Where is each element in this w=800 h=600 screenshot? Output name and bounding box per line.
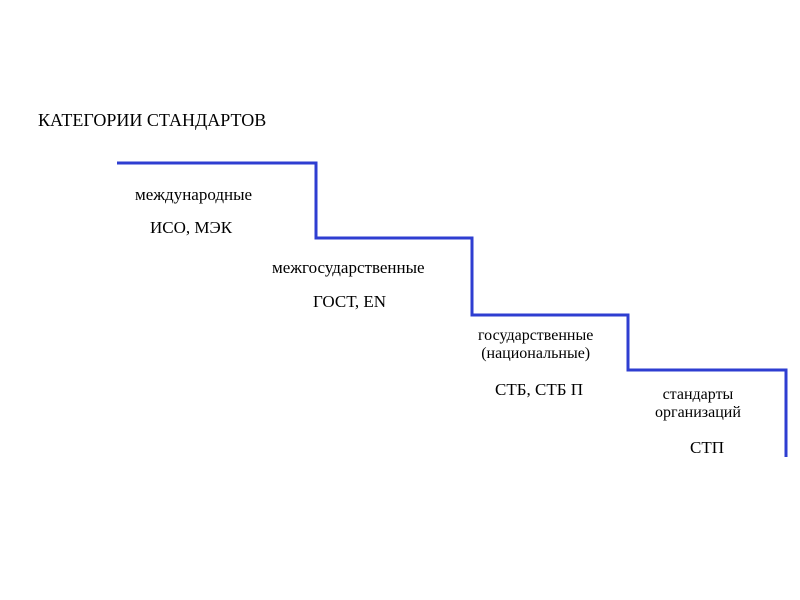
step-3-examples: СТБ, СТБ П (495, 380, 583, 400)
step-1-label: международные (135, 185, 252, 205)
step-4-label: стандарты организаций (655, 386, 741, 422)
step-2-label: межгосударственные (272, 258, 425, 278)
step-4-examples: СТП (690, 438, 724, 458)
step-2-examples: ГОСТ, EN (313, 292, 386, 312)
step-1-examples: ИСО, МЭК (150, 218, 232, 238)
staircase-line (0, 0, 800, 600)
step-3-label: государственные (национальные) (478, 327, 593, 363)
diagram-canvas: КАТЕГОРИИ СТАНДАРТОВ международные ИСО, … (0, 0, 800, 600)
